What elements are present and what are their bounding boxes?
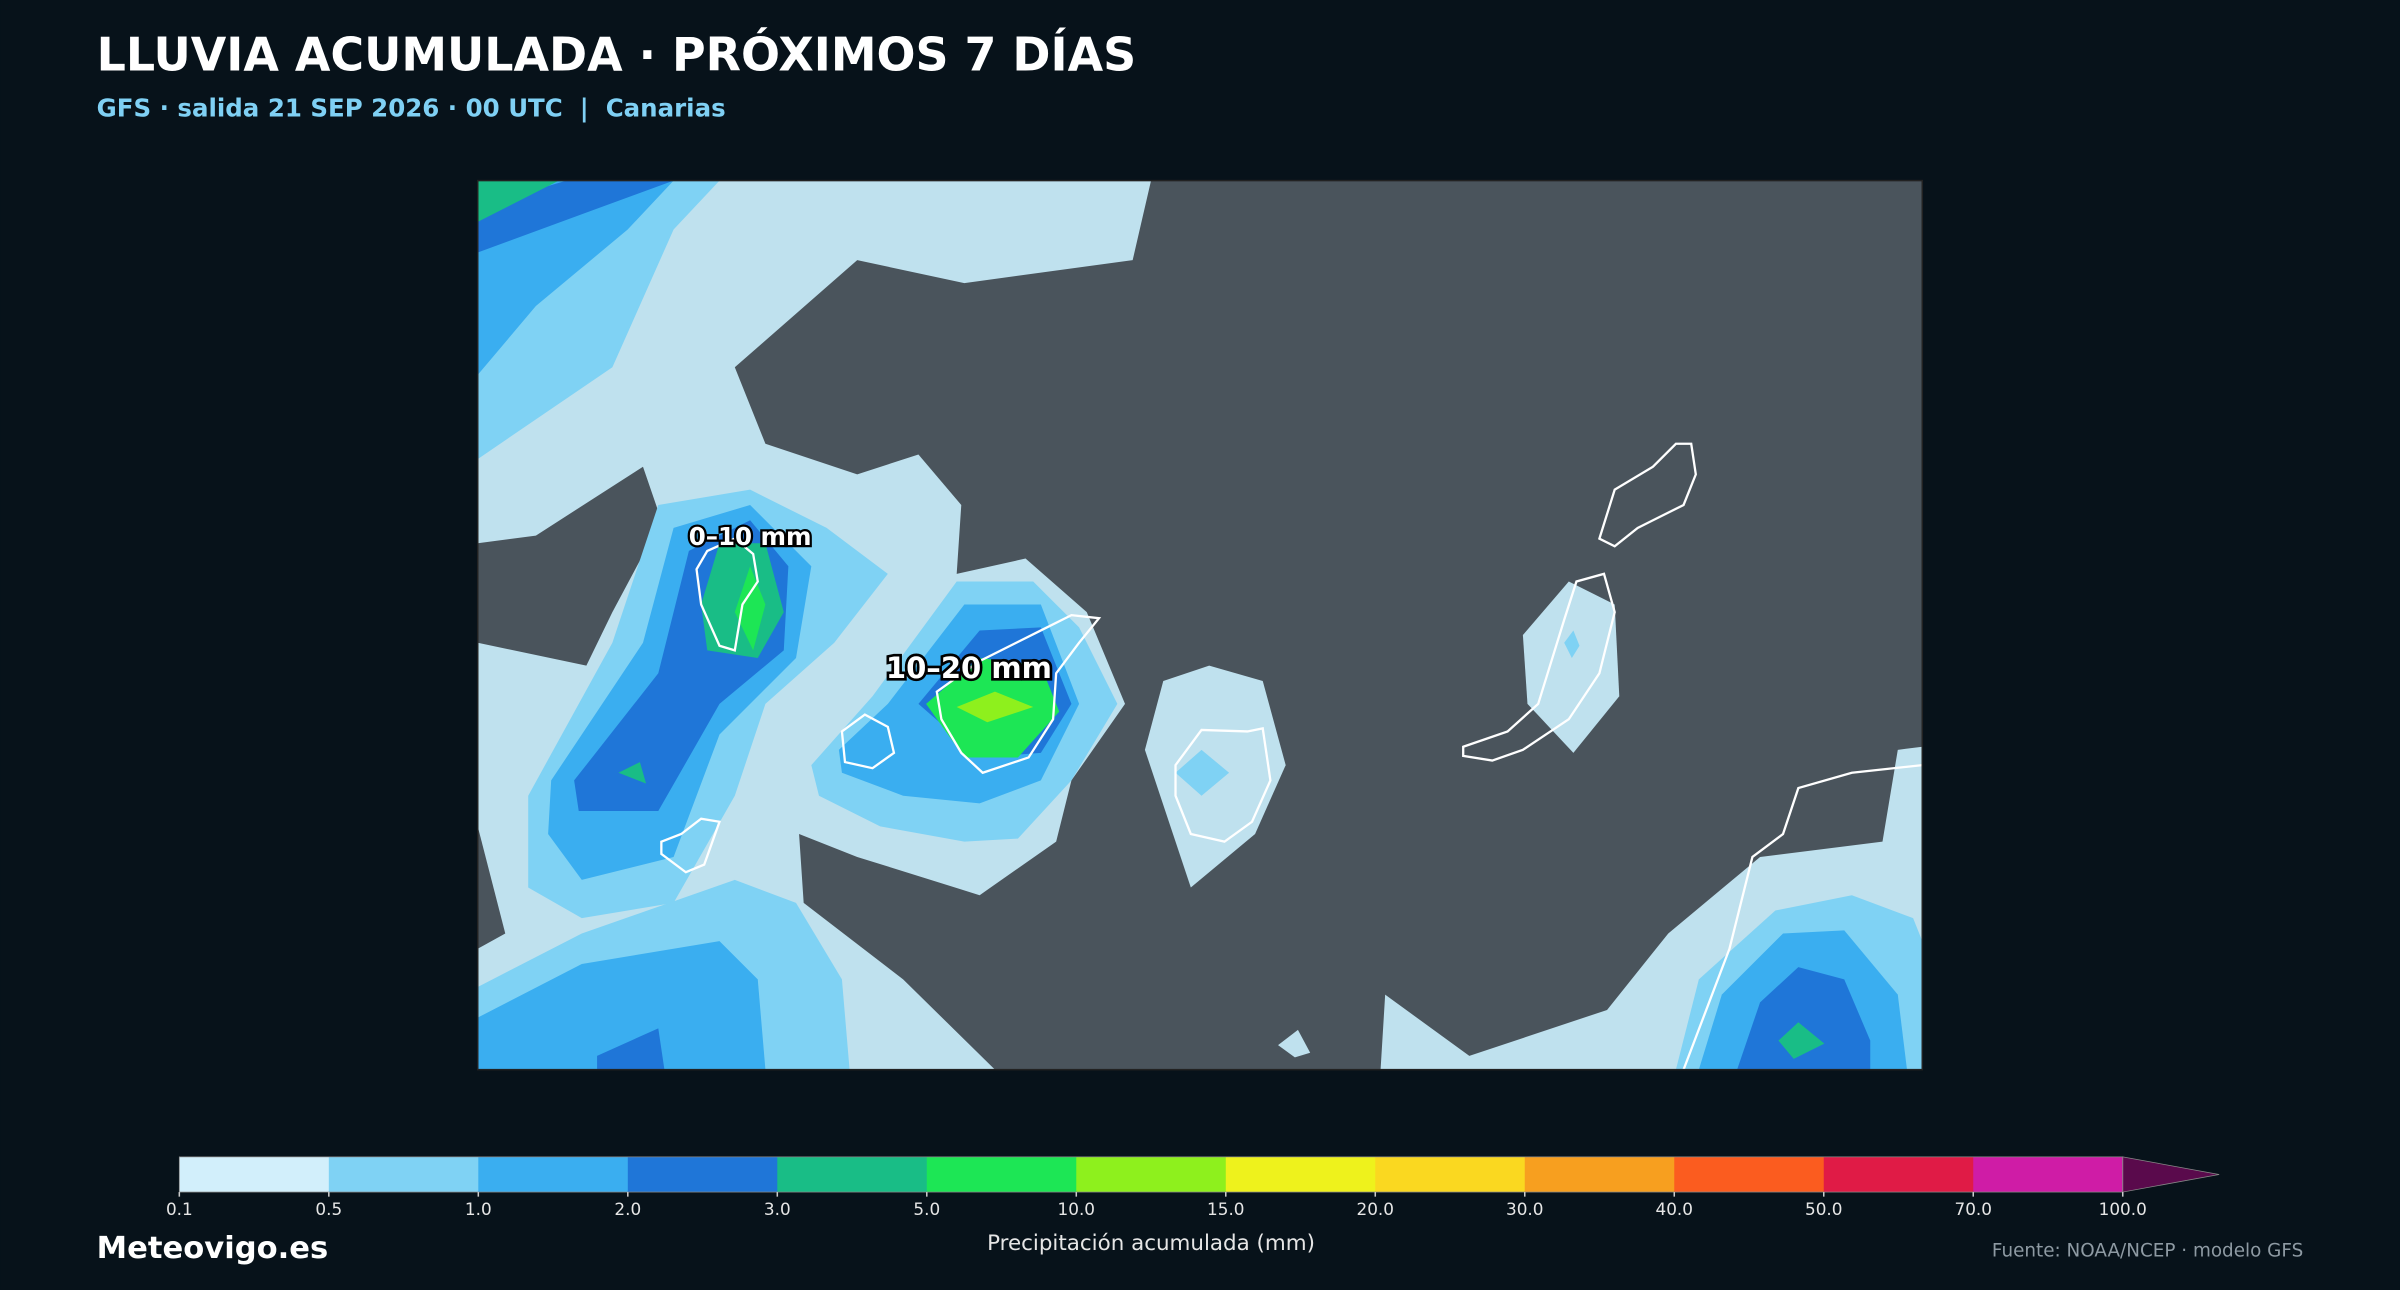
colorbar-tick-label: 70.0: [1955, 1199, 1992, 1219]
colorbar-segment: [1375, 1156, 1526, 1193]
colorbar-tick-label: 20.0: [1357, 1199, 1394, 1219]
colorbar-tick-label: 15.0: [1207, 1199, 1244, 1219]
colorbar-tick-label: 10.0: [1058, 1199, 1095, 1219]
rain-area: [597, 1028, 665, 1070]
rain-area: [618, 762, 647, 784]
map-label: 10–20 mm: [886, 651, 1052, 685]
subtitle: GFS · salida 21 SEP 2026 · 00 UTC | Cana…: [97, 93, 726, 122]
rain-area: [477, 941, 766, 1070]
colorbar-tick-label: 0.1: [166, 1199, 193, 1219]
colorbar-segment: [1973, 1156, 2124, 1193]
brand: Meteovigo.es: [97, 1231, 329, 1266]
colorbar-segment: [926, 1156, 1078, 1193]
colorbar-tick-label: 50.0: [1805, 1199, 1842, 1219]
source: Fuente: NOAA/NCEP · modelo GFS: [1992, 1240, 2303, 1261]
rain-area: [1175, 749, 1230, 796]
colorbar-label: Precipitación acumulada (mm): [987, 1231, 1315, 1256]
colorbar: 0.1 0.5 1.0 2.0 3.0 5.0 10.0 15.0 20.0 30.0 40.0 50…: [166, 1156, 2220, 1219]
title: LLUVIA ACUMULADA · PRÓXIMOS 7 DÍAS: [97, 27, 1137, 81]
colorbar-segment: [1524, 1156, 1676, 1193]
colorbar-tick-label: 30.0: [1506, 1199, 1543, 1219]
rain-area: [734, 566, 766, 651]
rain-area: [1778, 1022, 1825, 1059]
rain-area: [1737, 967, 1871, 1070]
rain-area: [1522, 581, 1620, 753]
colorbar-segment: [328, 1156, 480, 1193]
rain-area: [956, 691, 1034, 723]
colorbar-tick-label: 5.0: [913, 1199, 940, 1219]
rain-area: [477, 180, 674, 253]
colorbar-segment: [1674, 1156, 1825, 1193]
colorbar-tick-label: 40.0: [1656, 1199, 1693, 1219]
colorbar-tick-label: 2.0: [614, 1199, 641, 1219]
colorbar-segment: [1076, 1156, 1227, 1193]
map-frame: [476, 179, 1924, 1071]
colorbar-segment: [1823, 1156, 1975, 1193]
colorbar-segment: [478, 1156, 629, 1193]
dry-area: [477, 826, 506, 949]
colorbar-tick-label: 1.0: [465, 1199, 492, 1219]
colorbar-frame: [178, 1156, 2124, 1193]
rain-area: [1564, 630, 1580, 659]
colorbar-tick-label: 0.5: [315, 1199, 342, 1219]
coastlines: [660, 442, 1923, 1070]
colorbar-segment: [777, 1156, 928, 1193]
dry-area: [477, 466, 662, 666]
colorbar-tick-label: 3.0: [764, 1199, 791, 1219]
map-label: 0–10 mm: [689, 522, 812, 551]
colorbar-segment: [1225, 1156, 1377, 1193]
colorbar-segment: [627, 1156, 779, 1193]
rain-area: [1278, 1029, 1311, 1058]
colorbar-segment: [179, 1156, 330, 1193]
map: 0–10 mm 10–20 mm: [476, 179, 1924, 1071]
colorbar-tick-label: 100.0: [2099, 1199, 2147, 1219]
